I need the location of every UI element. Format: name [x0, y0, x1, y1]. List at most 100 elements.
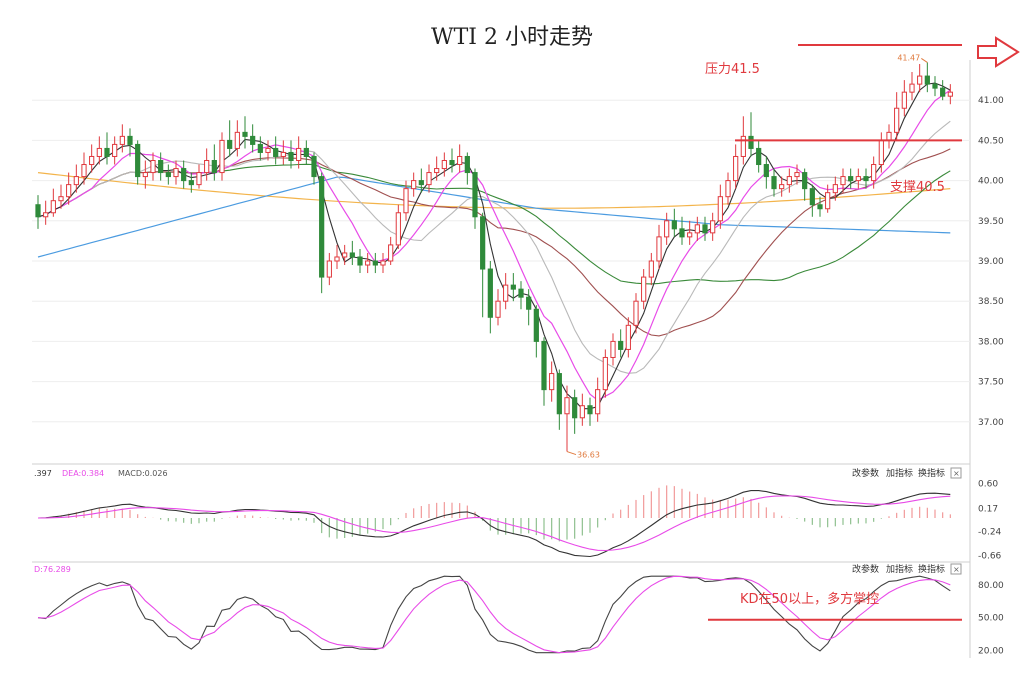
macd-button-2: 换指标: [918, 467, 945, 479]
candle-body: [825, 192, 831, 210]
candle-body: [756, 147, 762, 166]
kd-k-line: [37, 575, 951, 654]
candle-body: [188, 180, 194, 186]
candle-body: [43, 212, 49, 218]
macd-value-label: MACD:0.026: [118, 469, 168, 478]
candle-body: [234, 131, 240, 149]
kd-tick-label: 50.00: [978, 614, 1004, 624]
candle-body: [541, 340, 547, 391]
candle-body: [257, 143, 263, 153]
kd-annotation: KD在50以上，多方掌控: [740, 591, 879, 607]
support-label: 支撑40.5: [890, 180, 945, 195]
candle-body: [104, 147, 110, 157]
candle-body: [173, 168, 179, 178]
candle-body: [227, 139, 233, 149]
candle-body: [894, 107, 900, 133]
candle-body: [618, 340, 624, 350]
low-price-label: 36.63: [577, 451, 600, 460]
ma5-line: [37, 82, 951, 410]
candle-body: [733, 155, 739, 182]
candle-body: [832, 184, 838, 194]
candle-body: [411, 180, 417, 190]
candle-body: [127, 135, 133, 145]
kd-d-line: [37, 575, 951, 654]
candle-body: [418, 180, 424, 186]
high-price-label: 41.47: [897, 53, 920, 62]
candle-body: [809, 188, 815, 206]
macd-dif-label: .397: [34, 469, 52, 478]
candle-body: [434, 168, 440, 174]
candle-body: [119, 135, 125, 145]
candle-body: [648, 260, 654, 278]
candle-body: [932, 83, 938, 89]
candle-body: [303, 147, 309, 157]
candle-body: [73, 176, 79, 186]
candle-body: [641, 276, 647, 302]
candle-body: [572, 397, 578, 419]
macd-dea-line: [38, 495, 951, 552]
candle-body: [702, 224, 708, 234]
candle-body: [457, 155, 463, 166]
candle-body: [357, 256, 363, 266]
candle-body: [142, 172, 148, 178]
candle-body: [587, 405, 593, 415]
price-tick-label: 38.50: [978, 297, 1004, 307]
ma250-line: [37, 172, 951, 209]
candle-body: [748, 135, 754, 149]
macd-dif-line: [37, 490, 951, 558]
candle-body: [480, 216, 486, 270]
candle-body: [372, 260, 378, 266]
macd-close-icon: [950, 467, 962, 479]
candle-body: [112, 143, 118, 157]
candle-body: [296, 147, 302, 162]
candle-body: [740, 135, 746, 157]
price-tick-label: 37.00: [978, 418, 1004, 428]
kd-button-0: 改参数: [852, 563, 879, 575]
candle-body: [518, 288, 524, 298]
candle-body: [679, 228, 685, 238]
candle-body: [265, 147, 271, 153]
candle-body: [158, 160, 164, 174]
candle-body: [495, 300, 501, 318]
macd-tick-label: -0.24: [978, 528, 1002, 538]
candle-body: [725, 180, 731, 198]
candle-body: [288, 151, 294, 162]
candle-body: [280, 151, 286, 157]
candle-body: [395, 212, 401, 246]
candle-body: [595, 389, 601, 415]
candle-body: [181, 168, 187, 182]
price-tick-label: 41.00: [978, 96, 1004, 106]
kd-button-2: 换指标: [918, 563, 945, 575]
candle-body: [66, 184, 72, 198]
candle-body: [924, 75, 930, 85]
candle-body: [526, 296, 532, 310]
candle-body: [940, 87, 946, 97]
price-tick-label: 39.00: [978, 257, 1004, 267]
candle-body: [878, 139, 884, 166]
candle-body: [909, 83, 915, 93]
candle-body: [579, 405, 585, 419]
candle-body: [319, 176, 325, 278]
candle-body: [917, 75, 923, 85]
candle-body: [794, 172, 800, 178]
kd-tick-label: 80.00: [978, 581, 1004, 591]
candle-body: [326, 260, 332, 278]
candle-body: [694, 224, 700, 234]
candle-body: [947, 91, 953, 97]
candle-body: [664, 220, 670, 238]
candle-body: [342, 252, 348, 258]
candle-body: [855, 176, 861, 182]
candle-body: [196, 172, 202, 186]
candle-body: [35, 204, 41, 218]
candle-body: [840, 176, 846, 186]
resistance-label: 压力41.5: [705, 62, 760, 77]
kd-tick-label: 20.00: [978, 647, 1004, 657]
macd-tick-label: 0.17: [978, 504, 998, 514]
candle-body: [441, 160, 447, 170]
candle-body: [426, 172, 432, 186]
candle-body: [656, 236, 662, 262]
candle-body: [50, 200, 56, 214]
candle-body: [219, 139, 225, 174]
candle-body: [710, 220, 716, 234]
